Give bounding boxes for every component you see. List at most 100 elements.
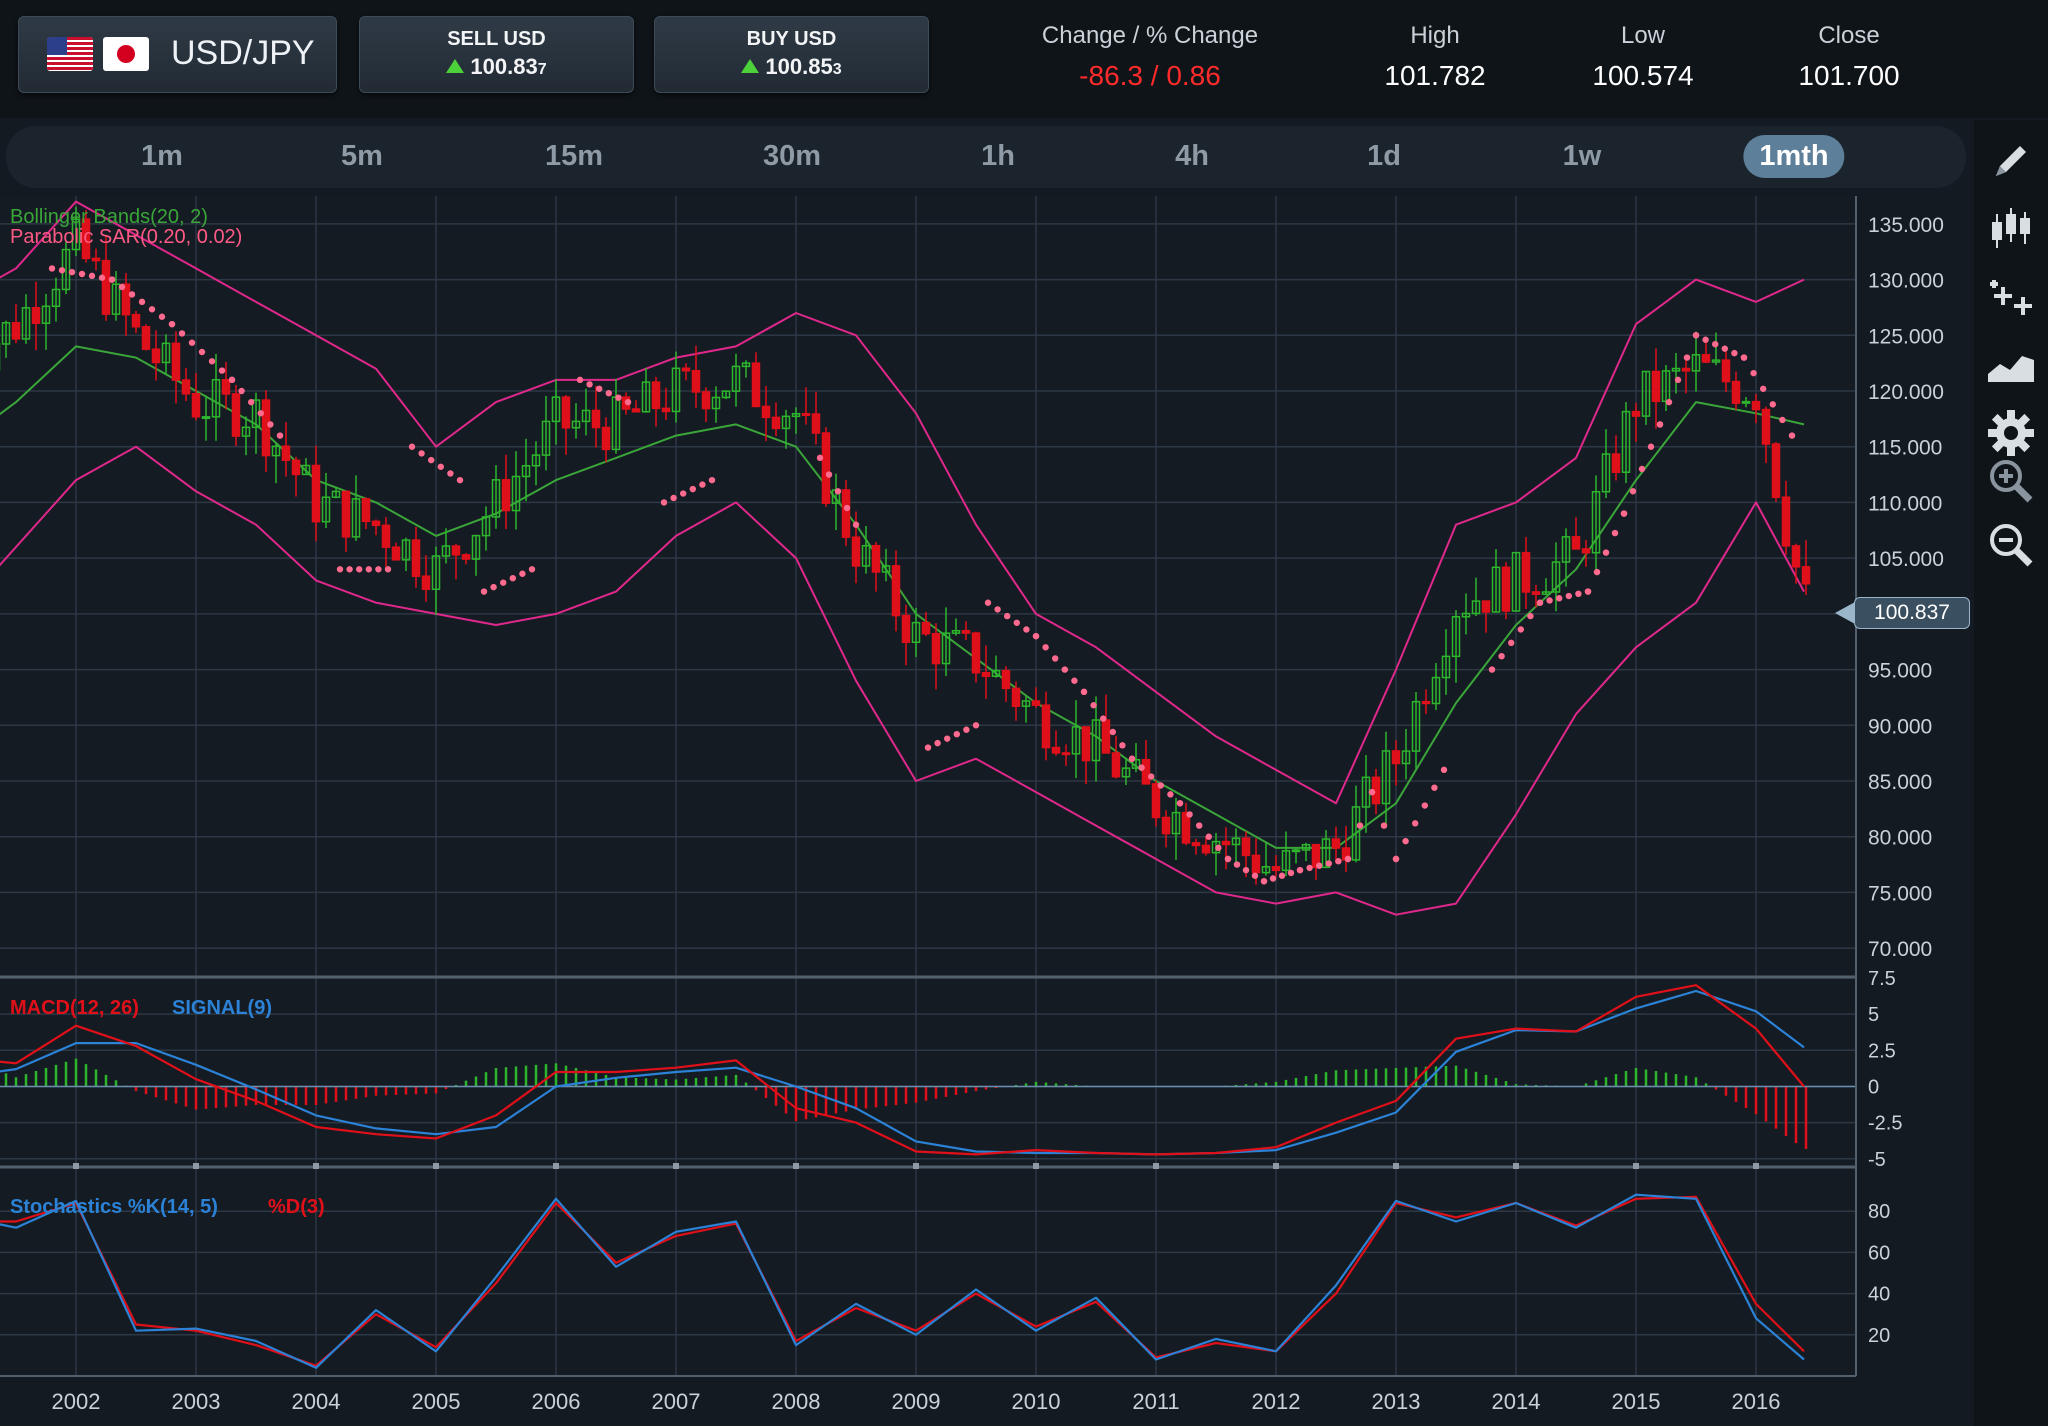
sar-dot — [428, 456, 435, 464]
sar-dot — [1412, 820, 1419, 827]
sar-dot — [456, 476, 464, 484]
candle — [1291, 849, 1301, 853]
timeframe-4h[interactable]: 4h — [1175, 140, 1209, 172]
y-tick-label: 115.000 — [1868, 437, 1942, 460]
candle — [1741, 400, 1751, 404]
candle — [791, 412, 801, 418]
gear-icon[interactable] — [1986, 408, 2036, 458]
candle — [1051, 746, 1061, 754]
zoom-in-icon[interactable] — [1986, 456, 2036, 506]
candle — [121, 283, 131, 316]
y-tick-label: 105.000 — [1868, 548, 1944, 571]
timeframe-5m[interactable]: 5m — [341, 140, 383, 172]
candle — [131, 313, 141, 328]
candle — [501, 479, 511, 512]
timeframe-1h[interactable]: 1h — [981, 140, 1015, 172]
sar-dot — [1287, 869, 1295, 877]
candle — [451, 545, 461, 556]
y-tick-label: 125.000 — [1868, 325, 1944, 348]
current-price-marker: 100.837 — [1835, 597, 1970, 629]
timeframe-1mth[interactable]: 1mth — [1743, 135, 1845, 178]
candle — [221, 379, 231, 395]
sar-dot — [509, 575, 516, 582]
x-tick-label: 2007 — [652, 1389, 701, 1414]
candlestick-icon[interactable] — [1986, 204, 2036, 254]
sell-usd-button[interactable]: SELL USD 100.837 — [359, 16, 634, 93]
candle — [1791, 545, 1801, 568]
candle — [331, 490, 341, 498]
candle — [1801, 566, 1811, 585]
sar-dot — [168, 320, 176, 328]
timeframe-1w[interactable]: 1w — [1562, 140, 1602, 172]
timeframe-30m[interactable]: 30m — [762, 140, 822, 172]
candle — [1451, 616, 1461, 658]
candle — [651, 381, 661, 410]
candle — [1321, 838, 1331, 869]
sar-dot — [596, 385, 603, 392]
instrument-pair-label: USD/JPY — [171, 34, 315, 72]
zoom-out-icon[interactable] — [1986, 520, 2036, 570]
sar-dot — [680, 490, 687, 497]
candle — [171, 342, 181, 381]
sar-dot — [1629, 488, 1637, 495]
x-tick-label: 2013 — [1372, 1389, 1421, 1414]
change-stat: Change / % Change -86.3 / 0.86 — [1020, 22, 1280, 92]
candle — [711, 396, 721, 410]
instrument-selector-button[interactable]: USD/JPY — [18, 16, 337, 93]
candle — [911, 621, 921, 643]
sar-dot — [519, 570, 526, 577]
sar-dot — [1750, 369, 1757, 377]
close-value: 101.700 — [1798, 60, 1900, 91]
sar-dot — [118, 283, 126, 291]
candle — [521, 464, 531, 478]
candle — [281, 445, 291, 462]
candle — [1381, 750, 1391, 805]
area-chart-icon[interactable] — [1986, 340, 2036, 390]
candle — [881, 565, 891, 573]
y-tick-label: 110.000 — [1868, 492, 1942, 515]
sar-dot — [1402, 837, 1409, 845]
sar-dot — [1546, 597, 1553, 604]
x-tick-label: 2003 — [172, 1389, 221, 1414]
sar-dot — [238, 387, 245, 395]
sar-dot — [576, 376, 584, 384]
sar-dot — [1508, 639, 1515, 647]
candle — [271, 445, 281, 457]
sar-dot — [158, 313, 166, 320]
sar-dot — [1205, 833, 1213, 840]
sar-dot — [953, 731, 960, 738]
sar-dot — [1721, 345, 1729, 352]
candle — [1001, 669, 1011, 690]
candle — [31, 307, 41, 324]
buy-usd-button[interactable]: BUY USD 100.853 — [654, 16, 929, 93]
sar-dot — [1611, 529, 1619, 537]
timeframe-1m[interactable]: 1m — [141, 140, 183, 172]
candle — [341, 490, 351, 538]
sar-dot — [148, 306, 156, 313]
crosshair-add-icon[interactable] — [1986, 272, 2036, 322]
signal-label: SIGNAL(9) — [172, 997, 272, 1019]
sar-dot — [1440, 766, 1448, 774]
candle — [291, 459, 301, 476]
timeframe-15m[interactable]: 15m — [544, 140, 604, 172]
x-tick-label: 2006 — [532, 1389, 581, 1414]
candle — [301, 464, 311, 476]
sar-dot — [48, 265, 56, 272]
candle — [1151, 783, 1161, 819]
sar-dot — [1788, 432, 1796, 439]
pencil-icon[interactable] — [1986, 136, 2036, 186]
candle — [1391, 750, 1401, 765]
sar-dot — [944, 735, 951, 742]
sar-dot — [208, 358, 216, 365]
low-label: Low — [1620, 22, 1666, 49]
sar-dot — [528, 566, 536, 573]
sar-dot — [1023, 626, 1030, 633]
price-chart[interactable]: 135.000 130.000 125.000 120.000 115.000 110.0… — [0, 196, 1970, 1426]
sar-dot — [276, 432, 284, 439]
timeframe-1d[interactable]: 1d — [1367, 140, 1401, 172]
candle — [741, 362, 751, 368]
candle — [781, 415, 791, 430]
candle — [951, 629, 961, 634]
candle — [921, 621, 931, 635]
candle — [1401, 750, 1411, 765]
